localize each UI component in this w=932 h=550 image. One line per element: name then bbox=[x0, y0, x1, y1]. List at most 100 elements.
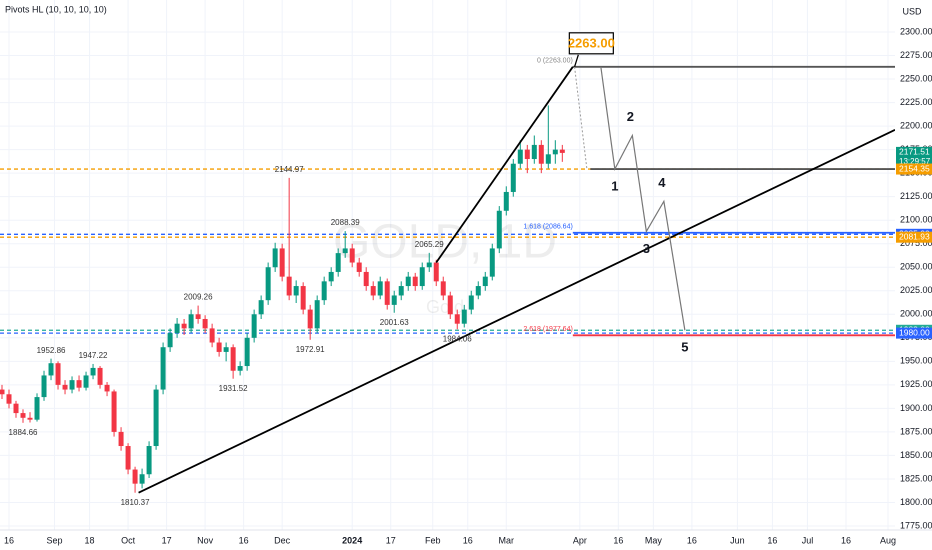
candle-body bbox=[377, 281, 383, 296]
candle-body bbox=[139, 474, 145, 484]
y-tick-label: 2075.00 bbox=[900, 238, 932, 248]
candle-body bbox=[125, 446, 131, 470]
y-tick-label: 1925.00 bbox=[900, 379, 932, 389]
x-tick-label: Nov bbox=[197, 535, 214, 545]
y-tick-label: 2200.00 bbox=[900, 120, 932, 130]
price-label: 2171.51 bbox=[899, 147, 930, 157]
fib-label: 2.618 (1977.64) bbox=[523, 326, 572, 333]
watermark-subtitle: Gold bbox=[426, 297, 464, 317]
x-tick-label: Aug bbox=[880, 535, 896, 545]
x-tick-label: 18 bbox=[85, 535, 95, 545]
x-tick-label: 16 bbox=[767, 535, 777, 545]
pivot-low-label: 1884.66 bbox=[9, 428, 38, 437]
candle-body bbox=[433, 262, 439, 282]
pivot-high-label: 1952.86 bbox=[37, 346, 66, 355]
candle-body bbox=[223, 347, 229, 352]
candle-body bbox=[279, 248, 285, 277]
candle-body bbox=[384, 281, 390, 305]
candle-body bbox=[258, 300, 264, 315]
candle-body bbox=[195, 314, 201, 319]
pivot-low-label: 1931.52 bbox=[219, 384, 248, 393]
x-tick-label: Sep bbox=[47, 535, 63, 545]
candle-body bbox=[559, 149, 565, 153]
candle-body bbox=[244, 337, 250, 367]
candle-body bbox=[496, 210, 502, 249]
price-axis bbox=[895, 0, 932, 530]
price-label-time: 13:29:57 bbox=[899, 157, 931, 166]
candle-body bbox=[0, 389, 5, 395]
y-tick-label: 1950.00 bbox=[900, 356, 932, 366]
x-tick-label: 17 bbox=[162, 535, 172, 545]
candle-body bbox=[160, 347, 166, 390]
callout-box bbox=[568, 32, 614, 55]
candle-body bbox=[6, 394, 12, 404]
candle-body bbox=[62, 384, 68, 390]
candle-body bbox=[426, 262, 432, 268]
candle-body bbox=[293, 286, 299, 296]
watermark: GOLD, 1D bbox=[333, 216, 557, 269]
candle-body bbox=[335, 253, 341, 272]
candle-body bbox=[272, 248, 278, 268]
x-tick-label: Dec bbox=[274, 535, 291, 545]
fib-label: 0 (2263.00) bbox=[537, 58, 573, 65]
candle-body bbox=[132, 469, 138, 484]
x-tick-label: Oct bbox=[121, 535, 136, 545]
candle-body bbox=[531, 144, 537, 160]
candle-body bbox=[13, 403, 19, 414]
y-tick-label: 1900.00 bbox=[900, 403, 932, 413]
y-tick-label: 2050.00 bbox=[900, 262, 932, 272]
candle-body bbox=[510, 163, 516, 192]
y-tick-label: 2225.00 bbox=[900, 97, 932, 107]
price-label: 2081.93 bbox=[899, 231, 930, 241]
x-tick-label: 16 bbox=[687, 535, 697, 545]
y-tick-label: 1825.00 bbox=[900, 473, 932, 483]
candle-body bbox=[363, 271, 369, 287]
candle-body bbox=[538, 144, 544, 164]
fib-label: 1.618 (2086.64) bbox=[523, 224, 572, 231]
candle-body bbox=[118, 431, 124, 447]
pivot-high-label: 2009.26 bbox=[184, 293, 213, 302]
candle-body bbox=[251, 314, 257, 338]
indicator-title: Pivots HL (10, 10, 10, 10) bbox=[5, 4, 107, 14]
candle-body bbox=[209, 328, 215, 343]
projection-line bbox=[574, 66, 588, 169]
x-tick-label: 16 bbox=[239, 535, 249, 545]
candle-body bbox=[111, 391, 117, 432]
candle-body bbox=[405, 276, 411, 287]
pivot-high-label: 1947.22 bbox=[79, 351, 108, 360]
candle-body bbox=[454, 314, 460, 324]
pivot-high-label: 2144.97 bbox=[275, 165, 304, 174]
pivot-low-label: 1984.06 bbox=[443, 334, 472, 343]
pivot-high-label: 2088.39 bbox=[331, 218, 360, 227]
wave-label: 1 bbox=[611, 178, 618, 193]
x-tick-label: 16 bbox=[463, 535, 473, 545]
candle-body bbox=[412, 276, 418, 287]
price-label: 1980.00 bbox=[899, 327, 930, 337]
candle-body bbox=[475, 286, 481, 296]
candle-body bbox=[321, 281, 327, 301]
candle-body bbox=[503, 191, 509, 211]
candle-body bbox=[398, 286, 404, 296]
candle-body bbox=[524, 149, 530, 160]
pivot-high-label: 2065.29 bbox=[415, 240, 444, 249]
x-tick-label: May bbox=[645, 535, 663, 545]
candle-body bbox=[90, 367, 96, 376]
x-tick-label: 2024 bbox=[342, 535, 362, 545]
trendline bbox=[138, 129, 896, 494]
price-label-box bbox=[896, 163, 932, 175]
candle-body bbox=[188, 314, 194, 329]
candle-body bbox=[202, 318, 208, 329]
y-tick-label: 1775.00 bbox=[900, 520, 932, 530]
callout-arrow bbox=[573, 54, 579, 68]
y-tick-label: 2125.00 bbox=[900, 191, 932, 201]
x-tick-label: Feb bbox=[425, 535, 441, 545]
candle-body bbox=[48, 363, 54, 376]
callout-label: 2263.00 bbox=[568, 35, 615, 50]
candle-body bbox=[482, 276, 488, 287]
x-tick-label: Jun bbox=[730, 535, 745, 545]
wave-label: 4 bbox=[658, 175, 666, 190]
candle-body bbox=[552, 149, 558, 155]
candle-body bbox=[307, 309, 313, 329]
x-tick-label: Jul bbox=[802, 535, 814, 545]
